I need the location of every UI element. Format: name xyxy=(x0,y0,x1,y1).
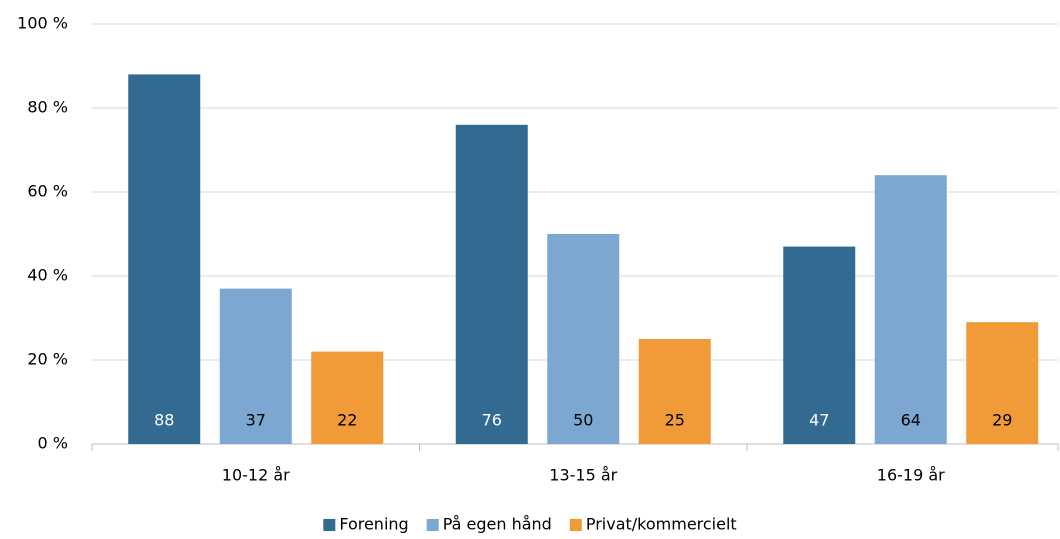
bar xyxy=(311,351,384,444)
legend-swatch xyxy=(323,519,336,531)
data-label: 37 xyxy=(246,411,266,430)
legend-label: På egen hånd xyxy=(443,515,552,534)
x-tick-label: 10-12 år xyxy=(222,466,290,485)
bar xyxy=(547,234,620,444)
legend-swatch xyxy=(569,519,582,531)
y-tick-label: 20 % xyxy=(27,350,68,369)
y-tick-label: 40 % xyxy=(27,266,68,285)
bar xyxy=(128,74,201,445)
data-label: 25 xyxy=(665,411,685,430)
bar xyxy=(219,288,292,444)
y-tick-label: 80 % xyxy=(27,98,68,117)
y-tick-label: 0 % xyxy=(38,434,68,453)
legend-label: Forening xyxy=(339,515,408,534)
legend-label: Privat/kommercielt xyxy=(586,515,737,534)
data-label: 47 xyxy=(809,411,829,430)
data-label: 22 xyxy=(337,411,357,430)
data-label: 29 xyxy=(992,411,1012,430)
y-tick-label: 100 % xyxy=(17,14,68,33)
data-label: 50 xyxy=(573,411,593,430)
data-label: 64 xyxy=(901,411,921,430)
data-label: 76 xyxy=(482,411,502,430)
bar xyxy=(783,246,856,444)
x-tick-label: 16-19 år xyxy=(877,466,945,485)
bar xyxy=(455,124,528,445)
bar xyxy=(874,175,947,444)
data-label: 88 xyxy=(154,411,174,430)
legend-swatch xyxy=(426,519,439,531)
y-tick-label: 60 % xyxy=(27,182,68,201)
bar xyxy=(966,322,1039,444)
x-tick-label: 13-15 år xyxy=(549,466,617,485)
bar xyxy=(638,339,711,444)
